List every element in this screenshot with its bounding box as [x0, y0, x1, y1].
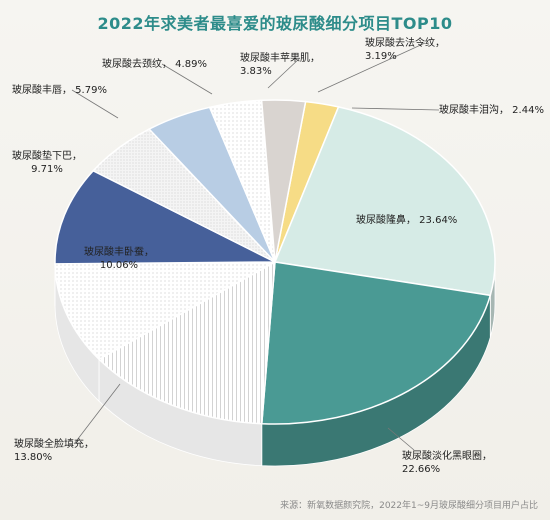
slice-name: 玻尿酸淡化黑眼圈， — [402, 451, 492, 462]
slice-value: 23.64% — [416, 215, 458, 226]
slice-label-10: 玻尿酸去法令纹， 3.19% — [365, 37, 445, 63]
slice-value: 10.06% — [99, 260, 139, 271]
slice-label-7: 玻尿酸丰唇， 5.79% — [12, 84, 107, 97]
leader-line-10 — [317, 42, 426, 93]
slice-value: 9.71% — [31, 164, 63, 175]
slice-name: 玻尿酸丰苹果肌， — [240, 53, 320, 64]
leader-line-8 — [161, 63, 213, 95]
slice-value: 3.83% — [240, 66, 272, 77]
chart-title: 2022年求美者最喜爱的玻尿酸细分项目TOP10 — [97, 14, 453, 33]
slice-label-2: 玻尿酸隆鼻， 23.64% — [356, 214, 457, 227]
slice-name: 玻尿酸全脸填充， — [14, 439, 94, 450]
leader-line-9 — [267, 57, 301, 89]
slice-label-5: 玻尿酸丰卧蚕， 10.06% — [84, 246, 154, 272]
slice-label-6: 玻尿酸垫下巴， 9.71% — [12, 150, 82, 176]
slice-value: 5.79% — [72, 85, 107, 96]
slice-label-1: 玻尿酸丰泪沟， 2.44% — [439, 104, 544, 117]
slice-name: 玻尿酸丰泪沟， — [439, 105, 509, 116]
pie-slice-2 — [273, 106, 496, 297]
slice-label-3: 玻尿酸淡化黑眼圈， 22.66% — [402, 450, 492, 476]
slice-label-9: 玻尿酸丰苹果肌， 3.83% — [240, 52, 320, 78]
slice-label-4: 玻尿酸全脸填充， 13.80% — [14, 438, 94, 464]
leader-line-1 — [351, 107, 440, 111]
leader-line-3 — [387, 427, 415, 451]
slice-value: 3.19% — [365, 51, 397, 62]
leader-line-7 — [71, 89, 119, 119]
slice-name: 玻尿酸隆鼻， — [356, 215, 416, 226]
slice-value: 2.44% — [509, 105, 544, 116]
pie-slice-6 — [54, 169, 276, 265]
slice-name: 玻尿酸去颈纹， — [102, 59, 172, 70]
pie-slice-4 — [97, 260, 276, 425]
leader-line-4 — [73, 383, 121, 445]
slice-name: 玻尿酸去法令纹， — [365, 38, 445, 49]
source-note: 来源：新氧数据颜究院，2022年1~9月玻尿酸细分项目用户占比 — [280, 501, 538, 511]
slice-label-8: 玻尿酸去颈纹， 4.89% — [102, 58, 207, 71]
slice-value: 22.66% — [402, 464, 441, 475]
slice-name: 玻尿酸丰卧蚕， — [84, 247, 154, 258]
slice-name: 玻尿酸丰唇， — [12, 85, 72, 96]
pie-slice-3 — [260, 261, 492, 425]
slice-value: 4.89% — [172, 59, 207, 70]
slice-name: 玻尿酸垫下巴， — [12, 151, 82, 162]
slice-value: 13.80% — [14, 452, 53, 463]
pie-slice-10 — [260, 99, 307, 263]
pie-slice-5 — [54, 261, 276, 361]
